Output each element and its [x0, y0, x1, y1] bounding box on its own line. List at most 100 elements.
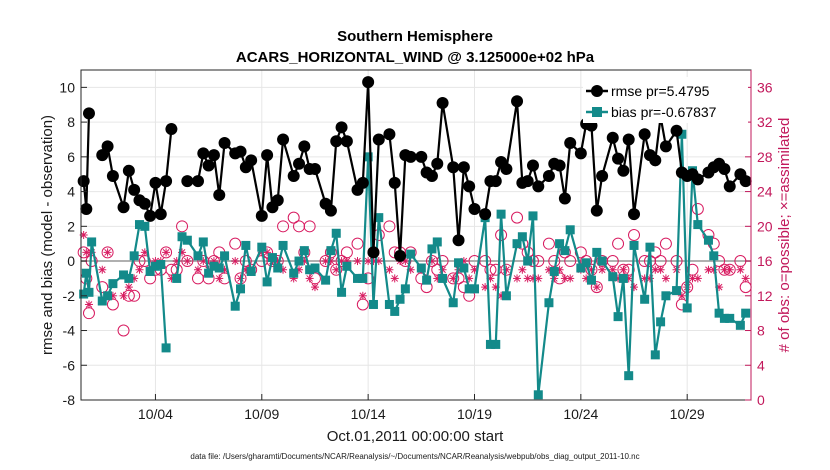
bias-point	[496, 209, 506, 219]
bias-point	[87, 237, 97, 247]
y-tick-label: 0	[67, 253, 75, 269]
possible-obs-point	[176, 220, 189, 233]
chart-subtitle: ACARS_HORIZONTAL_WIND @ 3.125000e+02 hPa	[236, 49, 595, 66]
assimilated-obs-point	[231, 257, 240, 266]
rmse-point	[628, 208, 641, 221]
x-tick-label: 10/24	[563, 406, 598, 422]
assimilated-obs-stroke	[263, 249, 271, 256]
rmse-point	[80, 202, 93, 215]
possible-obs-point	[277, 220, 290, 233]
bias-point	[485, 339, 495, 349]
bias-point	[214, 263, 224, 273]
x-axis-label: Oct.01,2011 00:00:00 start	[327, 428, 504, 445]
rmse-point	[452, 234, 465, 247]
bias-point	[565, 225, 575, 235]
assimilated-obs-stroke	[561, 275, 569, 282]
bias-point	[597, 256, 607, 266]
assimilated-obs-stroke	[737, 266, 744, 274]
bias-point	[310, 263, 320, 273]
bias-point	[560, 246, 570, 256]
possible-obs-point	[542, 237, 555, 250]
rmse-point	[606, 131, 619, 144]
assimilated-obs-point	[619, 265, 628, 274]
bias-point	[289, 268, 299, 278]
bias-point	[672, 286, 682, 296]
bias-point	[342, 261, 352, 271]
rmse-point	[255, 209, 268, 222]
rmse-point	[564, 136, 577, 149]
bias-point	[523, 256, 533, 266]
assimilated-obs-point	[162, 248, 171, 257]
bias-point	[108, 279, 118, 289]
rmse-point	[542, 169, 555, 182]
possible-obs-point	[181, 255, 194, 268]
bias-point	[209, 261, 219, 271]
assimilated-obs-stroke	[651, 266, 659, 274]
bias-point	[661, 291, 671, 301]
bias-point	[549, 266, 559, 276]
bias-point	[321, 275, 331, 285]
rmse-point	[617, 164, 630, 177]
y-tick-label: 8	[67, 114, 75, 130]
assimilated-obs-stroke	[306, 275, 314, 282]
assimilated-obs-point	[677, 291, 686, 300]
assimilated-obs-stroke	[364, 257, 372, 265]
possible-obs-point	[628, 229, 641, 241]
rmse-point	[415, 150, 428, 163]
rmse-point	[340, 135, 353, 148]
rmse-point	[500, 163, 513, 175]
rmse-point	[457, 161, 470, 174]
bias-point	[454, 258, 464, 268]
assimilated-obs-point	[82, 248, 91, 257]
bias-point	[161, 343, 171, 353]
rmse-point	[218, 136, 231, 149]
assimilated-obs-stroke	[721, 266, 728, 274]
rmse-point	[511, 95, 524, 108]
assimilated-obs-point	[305, 274, 314, 283]
bias-point	[555, 239, 565, 249]
rmse-point	[622, 133, 635, 146]
rmse-point	[160, 175, 173, 188]
possible-obs-point	[511, 211, 524, 224]
assimilated-obs-point	[704, 265, 713, 274]
assimilated-obs-stroke	[518, 266, 526, 274]
assimilated-obs-stroke	[359, 292, 367, 300]
bias-point	[84, 287, 94, 297]
rmse-point	[149, 176, 162, 189]
y-tick-label: 4	[67, 184, 75, 200]
bias-point	[395, 294, 405, 304]
bias-point	[384, 299, 394, 309]
rmse-point	[388, 176, 401, 189]
assimilated-obs-point	[353, 257, 362, 266]
y-tick-label: -4	[63, 323, 76, 339]
bias-point	[533, 390, 543, 400]
rmse-point	[213, 189, 226, 202]
rmse-point	[553, 159, 566, 172]
bias-point	[124, 273, 134, 283]
bias-point	[400, 284, 410, 294]
rmse-point	[117, 201, 130, 214]
bias-point	[230, 301, 240, 311]
assimilated-obs-stroke	[662, 275, 670, 282]
rmse-point	[277, 133, 290, 146]
bias-point	[501, 291, 511, 301]
possible-obs-point	[612, 237, 625, 250]
rmse-point	[154, 208, 167, 221]
rmse-point	[372, 133, 385, 146]
rmse-point	[447, 161, 460, 174]
x-tick-label: 10/04	[138, 406, 173, 422]
bias-point	[650, 350, 660, 360]
assimilated-obs-point	[364, 257, 373, 266]
rmse-series	[77, 76, 752, 262]
rmse-point	[431, 157, 444, 170]
series-layer	[77, 76, 752, 400]
y-axis-right-label: # of obs: o=possible; ×=assimilated	[776, 118, 793, 353]
bias-point	[241, 240, 251, 250]
bias-point	[448, 298, 458, 308]
bias-point	[246, 266, 256, 276]
assimilated-obs-stroke	[136, 266, 143, 274]
bias-point	[331, 228, 341, 238]
rmse-point	[191, 175, 204, 188]
x-tick-label: 10/19	[457, 406, 492, 422]
assimilated-obs-point	[592, 283, 601, 292]
